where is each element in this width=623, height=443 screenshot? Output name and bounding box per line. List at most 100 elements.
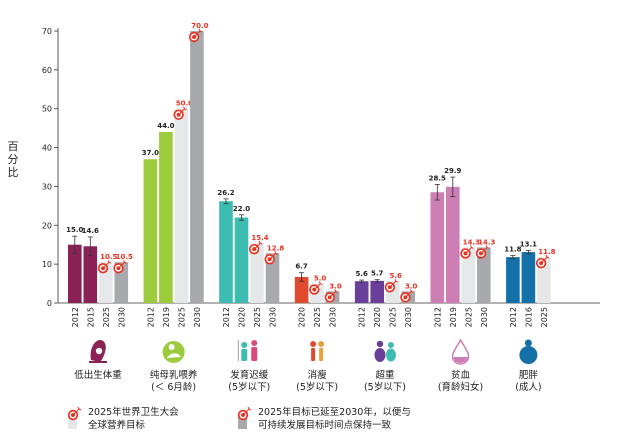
x-tick-label: 2025 [177, 307, 186, 327]
data-label: 29.9 [444, 167, 461, 175]
mother-head [168, 344, 175, 350]
target-label: 5.0 [314, 275, 327, 283]
bar-low-birth-weight-2015 [83, 246, 98, 303]
x-tick-label: 2025 [102, 307, 111, 327]
child2-head [318, 341, 325, 347]
legend-target-2030-swatch [237, 407, 252, 429]
drop-outline [451, 338, 470, 365]
x-tick-label: 2020 [373, 307, 382, 327]
category-label-stunting: 发育迟缓 [230, 369, 269, 381]
x-tick-label: 2025 [253, 307, 262, 327]
category-label-low-birth-weight: 低出生体重 [74, 369, 122, 381]
x-tick-label: 2012 [71, 307, 80, 327]
x-tick-label: 2020 [238, 307, 247, 327]
x-tick-label: 2030 [193, 307, 202, 327]
data-label: 11.8 [504, 246, 521, 254]
breastfeeding-icon [162, 341, 185, 363]
target-label: 3.0 [405, 282, 418, 290]
target-label: 14.3 [463, 238, 480, 246]
bar-stunting-2025 [250, 243, 264, 303]
x-tick-label: 2030 [480, 307, 489, 327]
bar-overweight-2012 [354, 281, 369, 303]
bar-anaemia-2019 [446, 186, 460, 303]
data-label: 28.5 [429, 174, 446, 182]
legend-target-2025-line2: 全球营养目标 [88, 420, 146, 431]
child2-head [251, 340, 258, 346]
children-height-icon [237, 340, 258, 361]
y-tick-label: 50 [42, 105, 52, 114]
x-tick-label: 2012 [433, 307, 442, 327]
target-label: 12.8 [267, 244, 284, 252]
x-tick-label: 2025 [313, 307, 322, 327]
category-label-anaemia: 贫血 [451, 369, 471, 381]
overweight-children-icon [374, 340, 396, 362]
child1-head [376, 340, 384, 348]
child1-body [241, 349, 248, 361]
y-tick-label: 20 [42, 221, 52, 230]
bar-anaemia-2030 [477, 247, 491, 303]
target-label: 70.0 [191, 22, 208, 30]
target-label: 50.0 [176, 100, 193, 108]
bar-obesity-2025 [537, 257, 551, 303]
category-label-stunting: (5岁以下) [228, 381, 270, 393]
y-tick-label: 0 [47, 299, 52, 308]
data-label: 26.2 [217, 189, 234, 197]
data-label: 13.1 [520, 241, 537, 249]
x-tick-label: 2025 [540, 307, 549, 327]
bar-stunting-2012 [219, 201, 233, 303]
bar-stunting-2020 [234, 217, 249, 303]
y-tick-label: 10 [42, 260, 52, 269]
x-tick-label: 2030 [329, 307, 338, 327]
x-tick-label: 2030 [269, 307, 278, 327]
x-tick-label: 2012 [358, 307, 367, 327]
category-label-wasting: 消瘦 [308, 369, 328, 381]
obese-person-icon [519, 339, 538, 364]
y-tick-label: 60 [42, 66, 52, 75]
drop-fill [453, 357, 468, 363]
data-label: 6.7 [295, 263, 308, 271]
target-label: 5.6 [389, 272, 402, 280]
category-label-exclusive-breastfeeding: 纯母乳喂养 [150, 369, 198, 381]
y-tick-label: 70 [42, 27, 52, 36]
child1-head [241, 342, 248, 348]
category-label-anaemia: (育龄妇女) [438, 381, 483, 393]
icons-layer: 低出生体重 纯母乳喂养(＜ 6月龄)发育迟缓(5岁以下)消瘦(5岁以下)超重(5岁… [74, 338, 542, 393]
x-tick-label: 2012 [509, 307, 518, 327]
x-tick-label: 2012 [146, 307, 155, 327]
category-label-wasting: (5岁以下) [296, 381, 338, 393]
child1-body [311, 348, 316, 361]
blood-drop-icon [451, 338, 470, 365]
bar-exclusive-breastfeeding-2012 [143, 159, 158, 303]
bar-anaemia-2025 [461, 247, 476, 303]
x-tick-label: 2015 [86, 307, 95, 327]
y-axis-label: 百分比 [7, 140, 19, 179]
bar-exclusive-breastfeeding-2025 [174, 108, 189, 303]
person-head [524, 339, 532, 347]
bar-anaemia-2012 [430, 192, 445, 303]
bar-low-birth-weight-2012 [68, 244, 82, 303]
x-tick-label: 2025 [464, 307, 473, 327]
data-label: 5.6 [355, 270, 368, 278]
data-label: 44.0 [157, 122, 174, 130]
data-label: 5.7 [371, 270, 384, 278]
y-tick-label: 40 [42, 144, 52, 153]
child1-body [374, 348, 386, 362]
mother-circle [162, 341, 185, 363]
baby-head [95, 347, 103, 355]
data-label: 22.0 [233, 205, 250, 213]
bar-exclusive-breastfeeding-2030 [190, 31, 204, 303]
category-label-exclusive-breastfeeding: (＜ 6月龄) [151, 381, 196, 393]
bar-overweight-2020 [370, 280, 384, 303]
y-tick-label: 30 [42, 182, 52, 191]
bar-wasting-2020 [294, 276, 309, 303]
target-label: 10.5 [116, 253, 133, 261]
x-tick-label: 2019 [449, 307, 458, 327]
bar-obesity-2016 [521, 252, 536, 303]
baby-in-womb-icon [89, 340, 108, 363]
child2-body [385, 348, 396, 362]
target-label: 14.3 [478, 238, 495, 246]
child2-body [251, 347, 258, 361]
bar-exclusive-breastfeeding-2019 [159, 132, 173, 303]
target-label: 15.4 [251, 234, 268, 242]
